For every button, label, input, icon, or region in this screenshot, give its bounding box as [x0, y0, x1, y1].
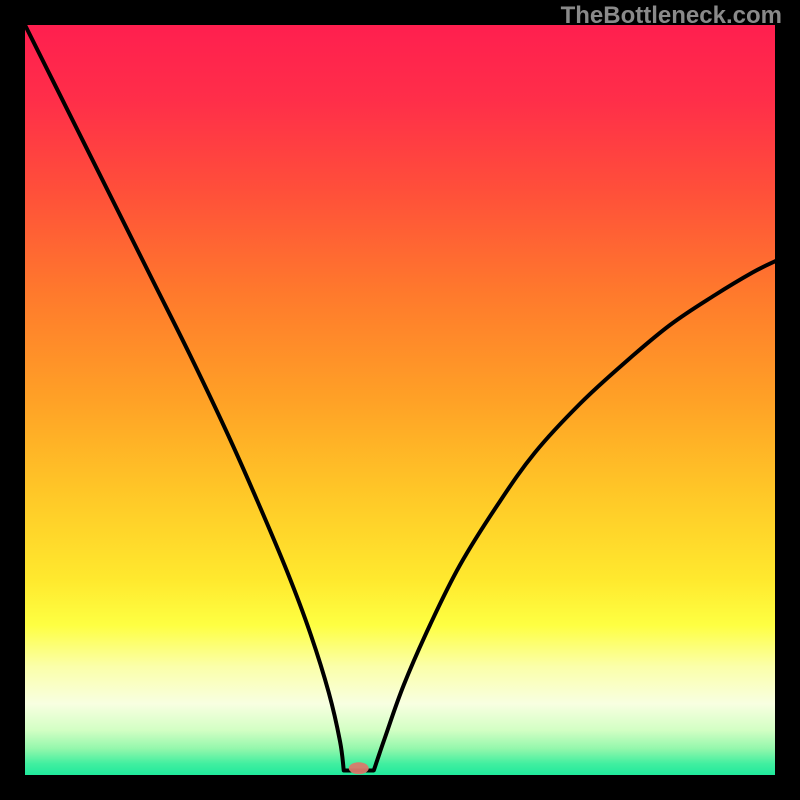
plot-area: [25, 25, 775, 775]
chart-stage: TheBottleneck.com: [0, 0, 800, 800]
optimal-point-marker: [349, 762, 369, 774]
watermark-text: TheBottleneck.com: [561, 2, 782, 30]
gradient-background: [25, 25, 775, 775]
bottleneck-chart: [25, 25, 775, 775]
